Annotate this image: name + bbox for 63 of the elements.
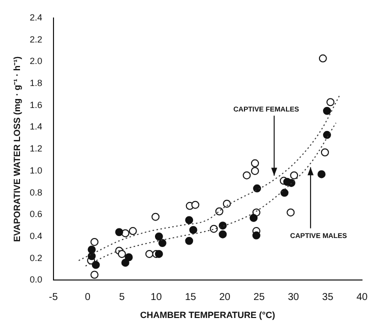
y-tick-label: 0.4 <box>30 230 42 241</box>
point <box>318 170 326 178</box>
point <box>242 171 251 180</box>
y-tick-label: 2.4 <box>30 12 42 22</box>
point <box>250 159 259 168</box>
point <box>90 270 98 279</box>
y-axis-title: EVAPORATIVE WATER LOSS (mg · g⁻¹ · h⁻¹) <box>12 56 22 242</box>
point <box>154 250 163 258</box>
point <box>158 239 166 248</box>
x-tick-label: -5 <box>48 292 58 303</box>
point <box>152 212 160 221</box>
point <box>326 98 334 106</box>
y-tick-label: 1.6 <box>30 100 42 110</box>
point <box>189 226 198 234</box>
y-tick-label: 1.8 <box>30 78 42 88</box>
point <box>323 130 332 139</box>
point <box>323 106 332 115</box>
point <box>118 250 126 258</box>
point <box>210 224 218 233</box>
point <box>218 230 227 238</box>
point <box>222 200 231 208</box>
y-tick-label: 0.6 <box>30 209 42 220</box>
point <box>92 260 100 269</box>
x-tick-label: 40 <box>356 292 368 303</box>
x-tick-label: 20 <box>219 292 231 303</box>
y-tick-label: 1.4 <box>30 122 42 132</box>
y-tick-label: 0.2 <box>30 252 42 263</box>
x-tick-label: 25 <box>254 292 266 303</box>
point <box>252 231 260 240</box>
point <box>191 200 200 209</box>
x-tick-label: 10 <box>150 292 162 303</box>
point <box>128 227 137 236</box>
y-tick-label: 1.0 <box>30 165 42 176</box>
point <box>145 250 154 258</box>
y-tick-label: 2.2 <box>30 34 42 44</box>
point <box>280 188 288 197</box>
x-tick-label: 0 <box>84 292 91 303</box>
point <box>290 171 298 180</box>
point <box>250 214 258 222</box>
y-tick-label: 2.0 <box>30 56 42 66</box>
point <box>154 232 163 240</box>
point <box>90 238 98 246</box>
x-tick-label: 5 <box>119 292 126 303</box>
point <box>215 207 224 216</box>
y-tick-label: 0.0 <box>30 274 42 285</box>
point <box>88 252 96 260</box>
point <box>218 222 227 230</box>
point <box>286 208 295 216</box>
point <box>318 54 327 62</box>
x-tick-label: 15 <box>184 292 197 303</box>
point <box>124 253 133 262</box>
x-axis-title: CHAMBER TEMPERATURE (°C) <box>140 310 276 320</box>
x-tick-label: 30 <box>288 292 300 303</box>
point <box>320 148 329 156</box>
point <box>115 228 124 236</box>
point <box>250 166 259 175</box>
point <box>88 246 96 254</box>
point <box>185 236 194 245</box>
y-tick-label: 0.8 <box>30 187 42 198</box>
point <box>253 184 262 192</box>
x-tick-label: 35 <box>322 292 334 303</box>
point <box>185 216 194 224</box>
y-tick-label: 1.2 <box>30 144 42 154</box>
